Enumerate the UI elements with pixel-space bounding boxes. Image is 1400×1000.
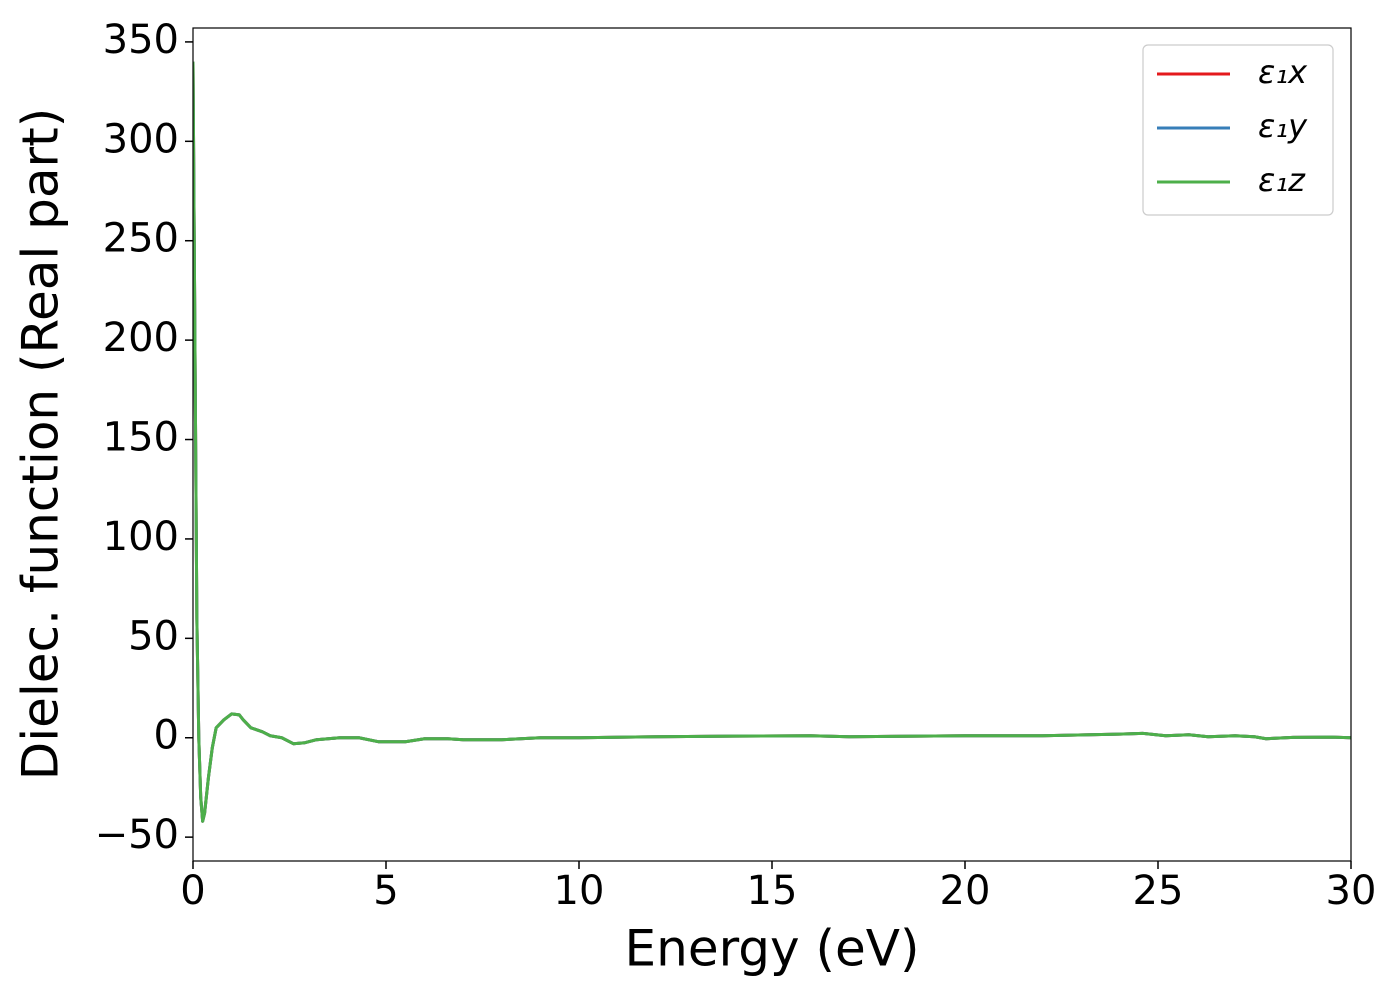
legend-label: ε₁y xyxy=(1258,107,1308,145)
y-tick-label: 150 xyxy=(103,415,179,461)
y-tick-label: 100 xyxy=(103,514,179,560)
series-line xyxy=(193,61,1351,823)
y-tick-label: 0 xyxy=(154,713,179,759)
x-tick-label: 5 xyxy=(373,868,398,914)
x-axis-label: Energy (eV) xyxy=(625,920,920,978)
y-tick-label: 300 xyxy=(103,116,179,162)
x-tick-label: 15 xyxy=(747,868,798,914)
y-tick-label: −50 xyxy=(95,812,179,858)
y-tick-label: 350 xyxy=(103,17,179,63)
legend-box xyxy=(1142,44,1334,216)
y-tick-label: 250 xyxy=(103,216,179,262)
legend-label: ε₁x xyxy=(1258,53,1308,91)
y-tick-label: 200 xyxy=(103,315,179,361)
x-tick-label: 10 xyxy=(554,868,605,914)
y-axis-label: Dielec. function (Real part) xyxy=(12,108,70,780)
y-tick-label: 50 xyxy=(128,613,179,659)
plot-frame xyxy=(192,27,1352,862)
x-tick-label: 30 xyxy=(1326,868,1377,914)
x-tick-label: 20 xyxy=(940,868,991,914)
x-tick-label: 25 xyxy=(1133,868,1184,914)
x-tick-label: 0 xyxy=(180,868,205,914)
legend-label: ε₁z xyxy=(1258,161,1306,199)
